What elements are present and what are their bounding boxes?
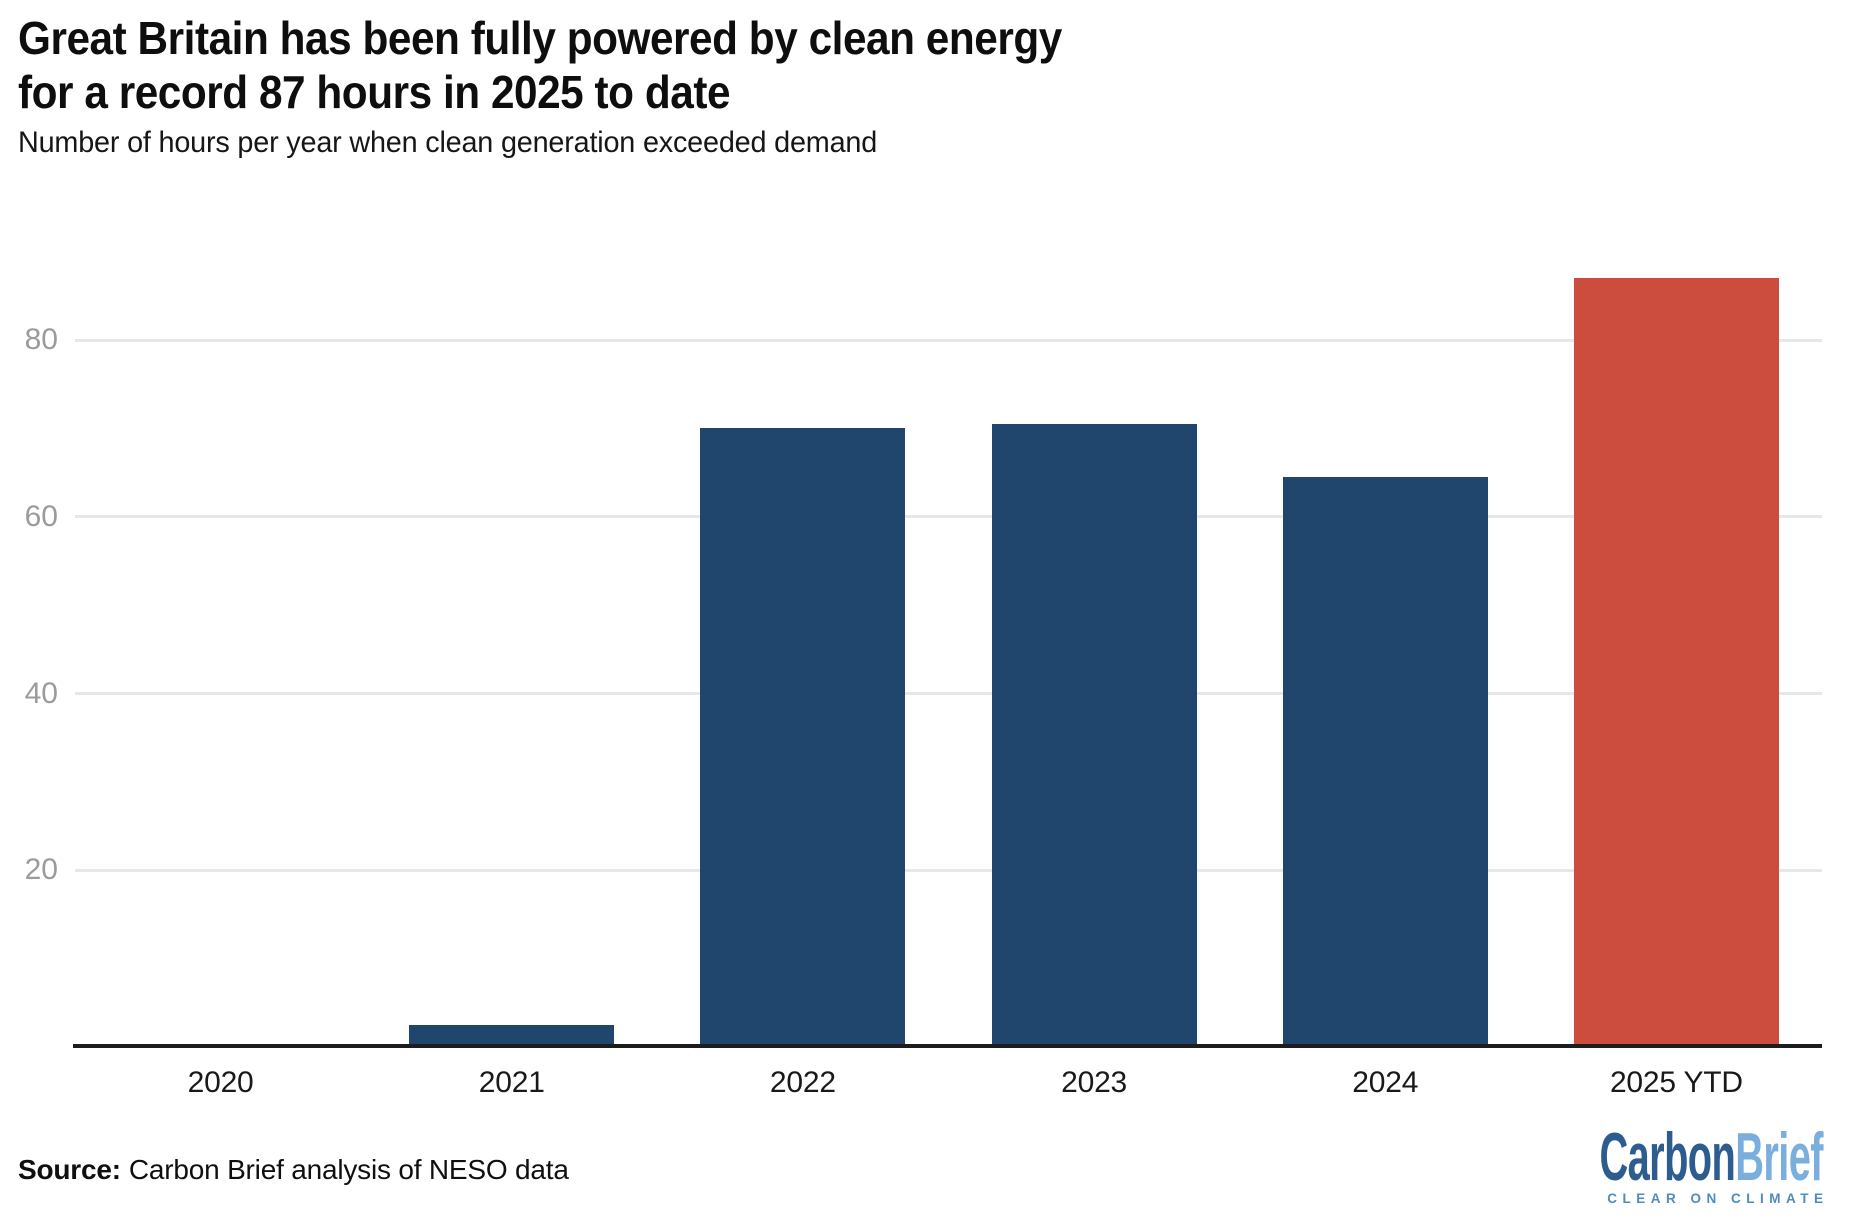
y-axis-tick-label: 40 <box>24 676 58 710</box>
y-axis-tick-label: 60 <box>24 499 58 533</box>
gridline-80 <box>75 338 1822 342</box>
gridline-20 <box>75 868 1822 872</box>
bar-2025-ytd <box>1573 278 1779 1047</box>
y-axis-tick-label: 20 <box>24 853 58 887</box>
source-text: Carbon Brief analysis of NESO data <box>128 1154 569 1185</box>
source-label: Source: <box>18 1154 121 1185</box>
gridline-60 <box>75 515 1822 519</box>
x-axis-tick-label: 2024 <box>1352 1066 1419 1099</box>
bar-2024 <box>1282 477 1488 1047</box>
x-axis-tick-label: 2021 <box>478 1066 545 1099</box>
logo-wordmark: CarbonBrief <box>1600 1123 1824 1191</box>
gridline-40 <box>75 692 1822 695</box>
logo-tagline: CLEAR ON CLIMATE <box>1607 1191 1829 1206</box>
x-axis-line <box>73 1044 1822 1048</box>
y-axis-tick-label: 80 <box>24 323 58 356</box>
x-axis-tick-label: 2022 <box>769 1066 836 1099</box>
chart-subtitle: Number of hours per year when clean gene… <box>18 126 878 159</box>
carbonbrief-logo: CarbonBrief CLEAR ON CLIMATE <box>1441 1123 1824 1206</box>
x-axis-tick-label: 2020 <box>187 1066 254 1099</box>
x-axis-tick-label: 2023 <box>1061 1066 1128 1099</box>
x-axis-tick-label: 2025 YTD <box>1609 1066 1743 1099</box>
source-note: Source: Carbon Brief analysis of NESO dat… <box>18 1154 569 1186</box>
logo-wordmark-carbon: Carbon <box>1599 1119 1736 1195</box>
bar-2022 <box>700 428 906 1047</box>
bar-2023 <box>991 424 1197 1047</box>
bar-2021 <box>409 1025 615 1047</box>
logo-wordmark-brief: Brief <box>1735 1119 1823 1195</box>
chart-title: Great Britain has been fully powered by … <box>18 12 1062 118</box>
